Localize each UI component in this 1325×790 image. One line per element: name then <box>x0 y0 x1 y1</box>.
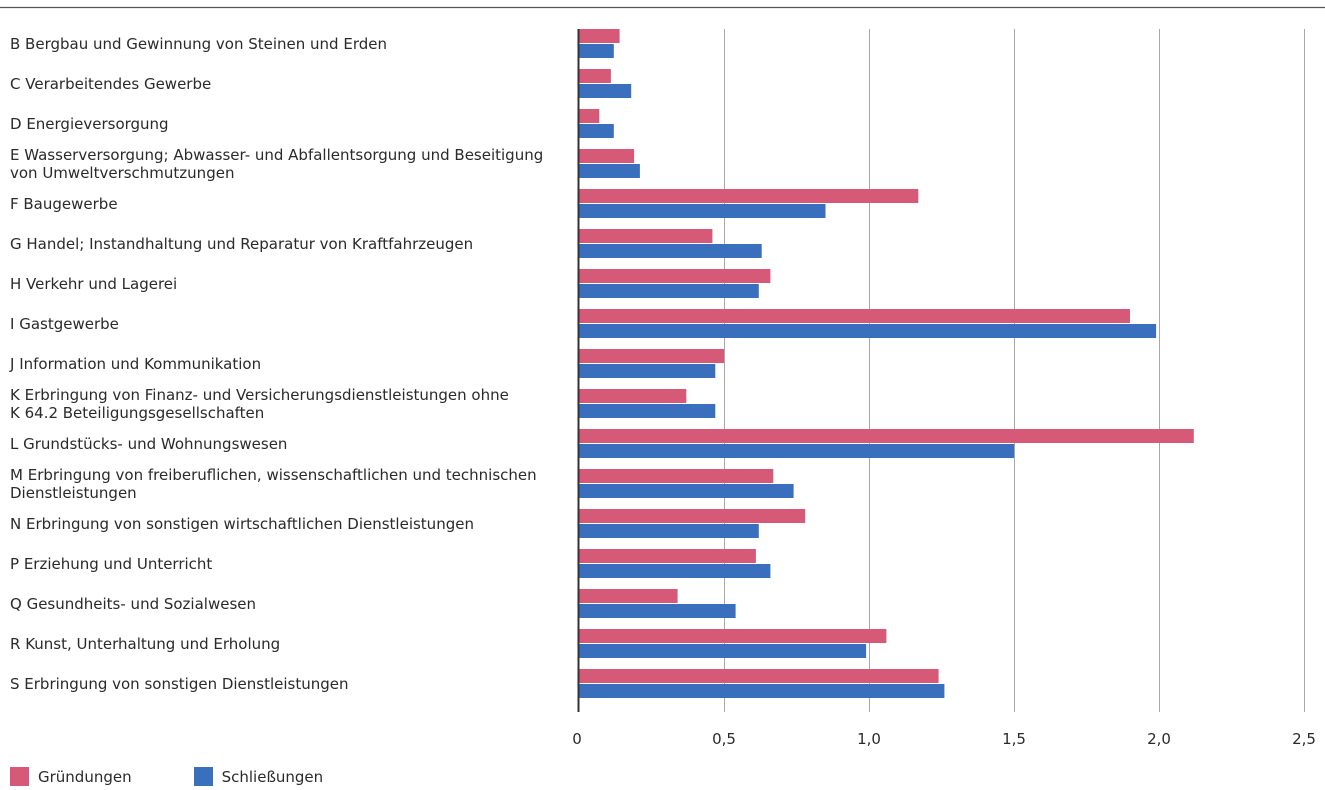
bar-gruendungen <box>579 309 1130 323</box>
bar-schliessungen <box>579 444 1014 458</box>
bar-gruendungen <box>579 349 724 363</box>
bar-schliessungen <box>579 124 614 138</box>
bar-schliessungen <box>579 204 826 218</box>
category-label: H Verkehr und Lagerei <box>10 275 177 293</box>
bar-schliessungen <box>579 44 614 58</box>
bar-schliessungen <box>579 84 632 98</box>
bar-schliessungen <box>579 364 716 378</box>
category-label: E Wasserversorgung; Abwasser- und Abfall… <box>10 146 543 182</box>
bar-schliessungen <box>579 244 762 258</box>
bar-gruendungen <box>579 109 600 123</box>
bar-gruendungen <box>579 389 687 403</box>
bar-gruendungen <box>579 29 620 43</box>
bar-gruendungen <box>579 629 887 643</box>
bar-gruendungen <box>579 69 611 83</box>
bar-schliessungen <box>579 604 736 618</box>
bar-gruendungen <box>579 589 678 603</box>
category-label: B Bergbau und Gewinnung von Steinen und … <box>10 35 387 53</box>
category-label: P Erziehung und Unterricht <box>10 555 212 573</box>
legend-item-schliessungen: Schließungen <box>193 767 324 786</box>
bar-gruendungen <box>579 149 635 163</box>
category-label: G Handel; Instandhaltung und Reparatur v… <box>10 235 473 253</box>
category-label: I Gastgewerbe <box>10 315 119 333</box>
bar-gruendungen <box>579 469 774 483</box>
category-label: R Kunst, Unterhaltung und Erholung <box>10 635 280 653</box>
bar-gruendungen <box>579 669 939 683</box>
bar-schliessungen <box>579 644 867 658</box>
category-label: S Erbringung von sonstigen Dienstleistun… <box>10 675 349 693</box>
x-tick-label: 1,5 <box>1002 730 1026 748</box>
category-label: K Erbringung von Finanz- und Versicherun… <box>10 386 509 422</box>
legend-swatch-gruendungen <box>10 767 29 786</box>
x-tick-label: 1,0 <box>857 730 881 748</box>
bar-chart: B Bergbau und Gewinnung von Steinen und … <box>0 6 1325 748</box>
bar-schliessungen <box>579 684 945 698</box>
legend-swatch-schliessungen <box>193 767 213 786</box>
bar-schliessungen <box>579 404 716 418</box>
bar-gruendungen <box>579 509 806 523</box>
bar-schliessungen <box>579 164 640 178</box>
category-label: J Information und Kommunikation <box>9 355 261 373</box>
category-label: M Erbringung von freiberuflichen, wissen… <box>10 466 537 502</box>
bar-schliessungen <box>579 284 759 298</box>
legend-item-gruendungen: Gründungen <box>10 767 132 786</box>
bar-gruendungen <box>579 549 756 563</box>
category-label: D Energieversorgung <box>10 115 169 133</box>
legend-label-gruendungen: Gründungen <box>38 767 132 786</box>
bar-schliessungen <box>579 524 759 538</box>
category-label: C Verarbeitendes Gewerbe <box>10 75 211 93</box>
bar-gruendungen <box>579 189 919 203</box>
category-label: Q Gesundheits- und Sozialwesen <box>10 595 256 613</box>
bar-gruendungen <box>579 429 1194 443</box>
x-tick-label: 0 <box>572 730 582 748</box>
x-tick-label: 0,5 <box>712 730 736 748</box>
legend: Gründungen Schließungen <box>10 767 385 786</box>
bar-schliessungen <box>579 564 771 578</box>
x-tick-label: 2,5 <box>1292 730 1316 748</box>
bar-gruendungen <box>579 229 713 243</box>
bar-schliessungen <box>579 484 794 498</box>
category-label: F Baugewerbe <box>10 195 118 213</box>
category-label: L Grundstücks- und Wohnungswesen <box>10 435 287 453</box>
legend-label-schliessungen: Schließungen <box>221 767 324 786</box>
x-tick-label: 2,0 <box>1147 730 1171 748</box>
bar-gruendungen <box>579 269 771 283</box>
bar-schliessungen <box>579 324 1157 338</box>
category-label: N Erbringung von sonstigen wirtschaftlic… <box>10 515 474 533</box>
